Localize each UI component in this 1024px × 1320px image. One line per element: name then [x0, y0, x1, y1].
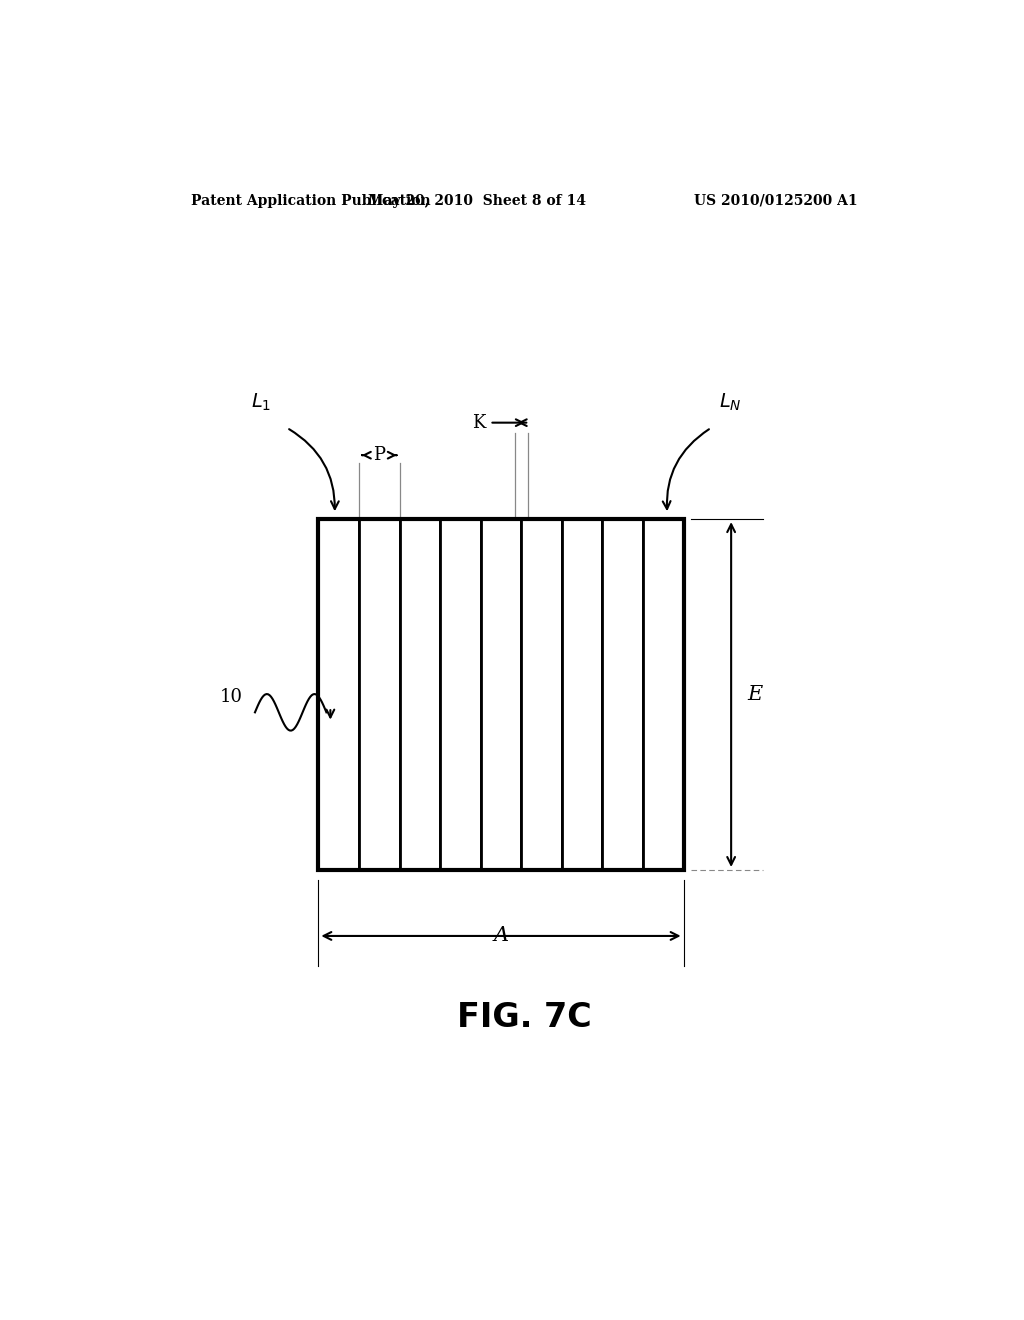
Text: $L_1$: $L_1$ [251, 392, 271, 413]
Bar [359, 519, 399, 870]
Bar [318, 519, 359, 870]
Text: K: K [472, 413, 485, 432]
Text: A: A [494, 927, 509, 945]
Text: May 20, 2010  Sheet 8 of 14: May 20, 2010 Sheet 8 of 14 [369, 194, 586, 209]
Bar [440, 519, 480, 870]
Text: E: E [748, 685, 762, 704]
Bar [521, 519, 562, 870]
Text: $L_N$: $L_N$ [719, 392, 742, 413]
Text: US 2010/0125200 A1: US 2010/0125200 A1 [694, 194, 858, 209]
Bar [399, 519, 440, 870]
Text: FIG. 7C: FIG. 7C [458, 1001, 592, 1034]
Text: 10: 10 [219, 688, 243, 706]
Bar [602, 519, 643, 870]
Bar [318, 519, 684, 870]
Text: Patent Application Publication: Patent Application Publication [191, 194, 431, 209]
Text: P: P [374, 446, 385, 465]
Bar [643, 519, 684, 870]
Bar [562, 519, 602, 870]
Bar [480, 519, 521, 870]
